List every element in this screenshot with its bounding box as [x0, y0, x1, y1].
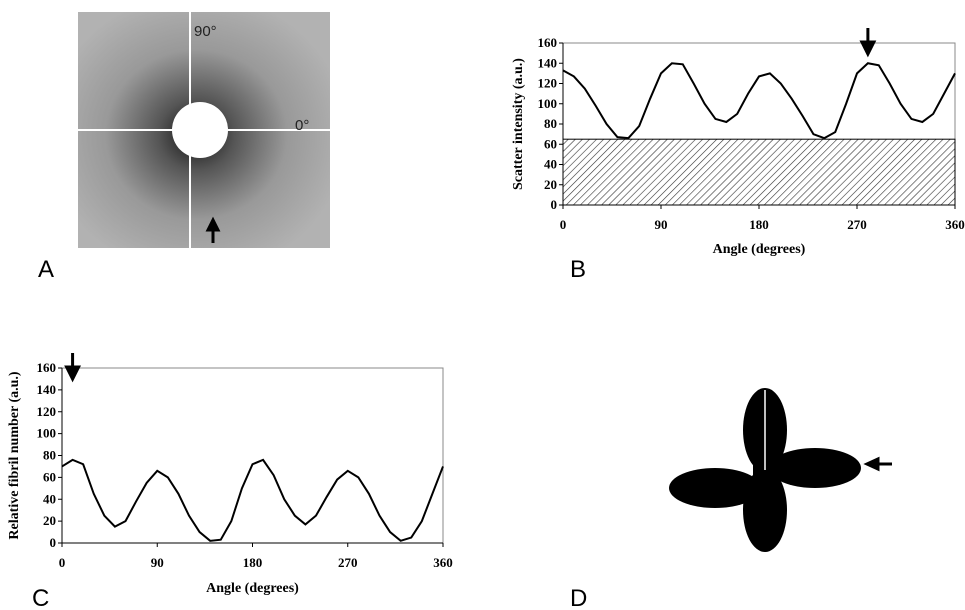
y-tick-label: 140 [37, 382, 57, 397]
baseline-area [562, 138, 956, 206]
line [562, 62, 956, 140]
y-tick-label: 20 [43, 513, 56, 528]
angle-label: 90° [194, 23, 217, 40]
y-tick-label: 80 [43, 448, 56, 463]
diffraction-image: 90° 0° [78, 12, 330, 248]
y-tick-label: 100 [37, 426, 57, 441]
y-tick-label: 160 [37, 360, 57, 375]
polar-plot [669, 388, 892, 552]
angle-label: 0° [295, 117, 309, 134]
y-tick-label: 40 [544, 157, 557, 172]
panel-label: C [32, 585, 49, 610]
plot-area [61, 367, 444, 544]
y-tick-label: 120 [538, 76, 558, 91]
y-axis-title: Scatter intensity (a.u.) [511, 58, 526, 190]
y-axis-title: Relative fibril number (a.u.) [7, 371, 22, 539]
y-tick-label: 40 [43, 491, 56, 506]
x-tick-label: 90 [655, 217, 668, 232]
y-tick-label: 80 [544, 116, 557, 131]
y-tick-label: 0 [551, 197, 558, 212]
y-tick-label: 60 [544, 136, 557, 151]
x-tick-label: 180 [243, 555, 263, 570]
x-tick-label: 90 [151, 555, 164, 570]
x-tick-label: 270 [338, 555, 358, 570]
panel-label: D [570, 585, 587, 610]
y-tick-label: 120 [37, 404, 57, 419]
panel-label: B [570, 256, 586, 283]
x-tick-label: 360 [945, 217, 965, 232]
x-tick-label: 0 [59, 555, 66, 570]
y-tick-label: 0 [50, 535, 57, 550]
y-tick-label: 100 [538, 96, 558, 111]
x-tick-label: 270 [847, 217, 867, 232]
y-tick-label: 140 [538, 55, 558, 70]
x-axis-title: Angle (degrees) [206, 581, 299, 596]
x-tick-label: 180 [749, 217, 769, 232]
line [61, 458, 444, 542]
x-tick-label: 360 [433, 555, 453, 570]
y-tick-label: 20 [544, 177, 557, 192]
y-tick-label: 60 [43, 469, 56, 484]
x-axis-title: Angle (degrees) [713, 242, 806, 257]
arrow [64, 353, 82, 383]
y-tick-label: 160 [538, 35, 558, 50]
x-tick-label: 0 [560, 217, 567, 232]
arrow [859, 28, 877, 58]
panel-label: A [38, 256, 54, 283]
